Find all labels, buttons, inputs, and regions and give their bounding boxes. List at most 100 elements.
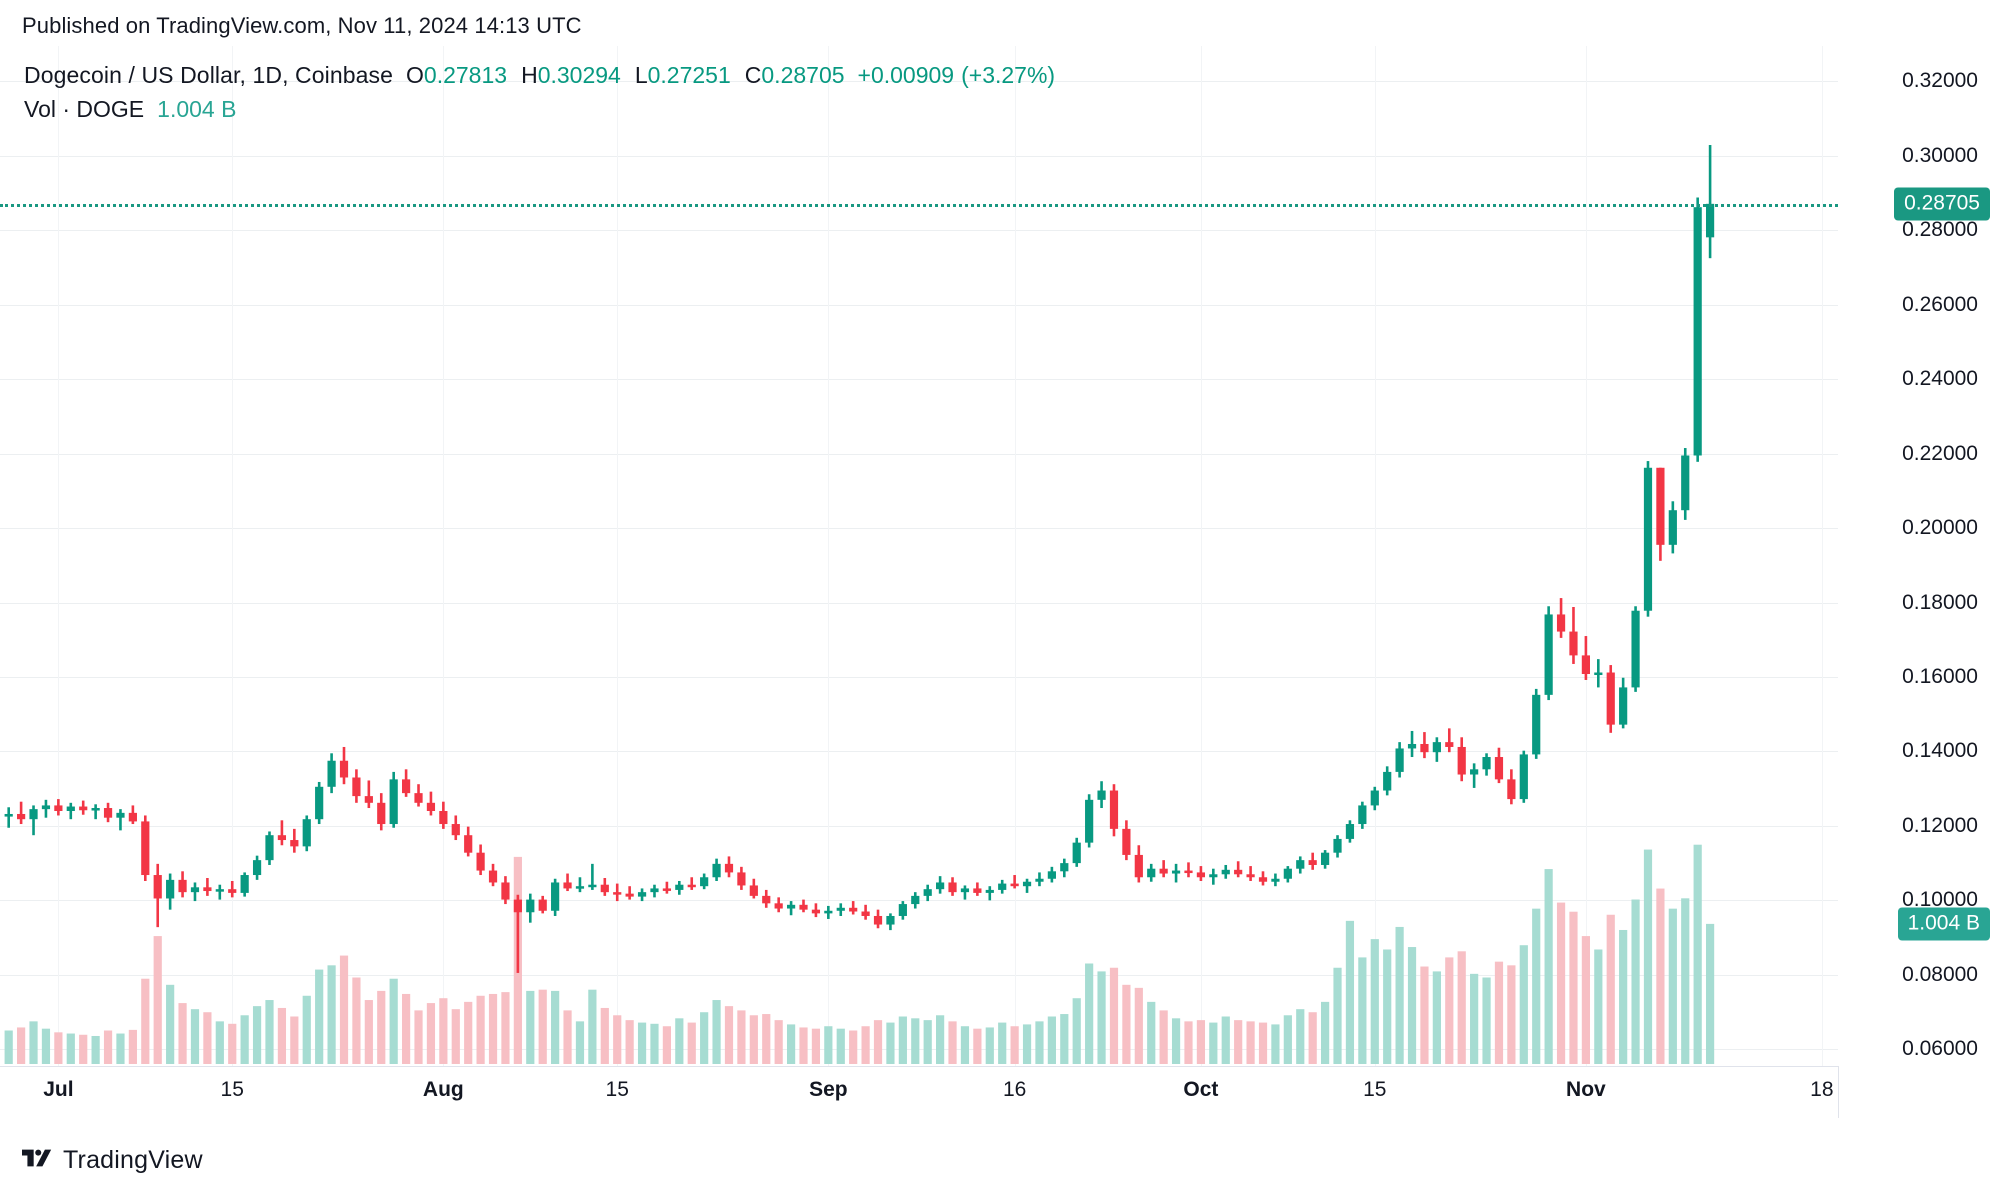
time-axis-label: Aug	[422, 1078, 464, 1101]
candle-wick	[963, 885, 967, 900]
volume-bar	[364, 1000, 373, 1064]
vertical-gridline	[1201, 46, 1202, 1066]
candle-body	[1482, 757, 1491, 770]
time-axis[interactable]: Jul 15 Aug 15 Sep 16 Oct 15 Nov 18	[0, 1066, 1996, 1118]
vertical-gridline	[443, 46, 444, 1066]
volume-bar	[1581, 936, 1590, 1064]
volume-bar	[774, 1020, 783, 1064]
vertical-gridline	[232, 46, 233, 1066]
volume-bar	[389, 978, 398, 1064]
candle-body	[712, 863, 721, 878]
volume-bar	[1631, 899, 1640, 1064]
candle-body	[1147, 868, 1156, 878]
volume-bar	[1370, 939, 1379, 1064]
volume-bar	[215, 1021, 224, 1064]
candle-body	[17, 813, 26, 820]
candle-body	[911, 895, 920, 905]
candle-body	[1643, 467, 1653, 611]
volume-bar	[153, 936, 162, 1064]
candle-wick	[628, 886, 631, 900]
candle-body	[439, 811, 448, 825]
volume-bar	[1321, 1001, 1330, 1064]
volume-bar	[563, 1010, 572, 1064]
volume-bar	[1109, 967, 1119, 1064]
candle-body	[141, 821, 150, 876]
volume-bar	[91, 1035, 100, 1064]
volume-bar	[1060, 1014, 1069, 1064]
volume-bar	[1047, 1016, 1056, 1065]
volume-bar	[1693, 844, 1702, 1064]
candle-body	[1333, 838, 1342, 853]
volume-badge[interactable]: 1.004 B	[1897, 907, 1990, 941]
volume-bar	[116, 1033, 125, 1064]
volume-bar	[786, 1024, 796, 1064]
candle-body	[650, 888, 659, 893]
volume-bar	[1097, 971, 1106, 1064]
candle-wick	[218, 884, 222, 900]
volume-bar	[1333, 967, 1342, 1064]
candle-body	[1010, 883, 1019, 887]
candle-wick	[206, 878, 209, 896]
volume-bar	[17, 1027, 26, 1064]
last-price-badge[interactable]: 0.28705	[1894, 187, 1990, 221]
candle-body	[1072, 842, 1081, 864]
candle-body	[1445, 742, 1454, 747]
volume-bar	[1296, 1009, 1305, 1064]
candle-body	[1308, 860, 1317, 865]
volume-bar	[998, 1022, 1007, 1064]
volume-bar	[54, 1032, 63, 1064]
horizontal-gridline	[0, 454, 1838, 455]
candle-body	[4, 813, 13, 817]
candle-body	[998, 883, 1007, 890]
volume-bar	[1022, 1024, 1032, 1064]
volume-bar	[625, 1020, 634, 1064]
candle-body	[873, 915, 883, 925]
price-axis[interactable]: 0.32000 0.30000 0.28000 0.26000 0.24000 0.220…	[1838, 46, 1996, 1066]
candle-body	[252, 860, 262, 876]
volume-bar	[1196, 1020, 1206, 1064]
horizontal-gridline	[0, 81, 1838, 82]
chart-plot-area[interactable]	[0, 46, 1838, 1066]
volume-bar	[923, 1020, 932, 1064]
price-axis-label: 0.12000	[1902, 813, 1978, 837]
candle-body	[215, 889, 224, 892]
volume-bar	[1656, 888, 1665, 1064]
chart-frame: 0.32000 0.30000 0.28000 0.26000 0.24000 0.220…	[0, 46, 1996, 1066]
volume-bar	[1544, 869, 1553, 1064]
volume-bar	[1072, 998, 1081, 1064]
candle-body	[1569, 631, 1578, 656]
candle-body	[811, 909, 821, 914]
candle-wick	[94, 804, 97, 820]
candle-wick	[19, 801, 23, 825]
volume-bar	[1184, 1021, 1193, 1064]
horizontal-gridline	[0, 751, 1838, 752]
candle-wick	[1236, 861, 1240, 878]
candle-body	[1432, 742, 1441, 753]
price-axis-label: 0.16000	[1902, 664, 1978, 688]
price-axis-label: 0.14000	[1902, 739, 1978, 763]
vertical-gridline	[1586, 46, 1587, 1066]
volume-bar	[327, 965, 336, 1064]
volume-bar	[936, 1015, 945, 1064]
candle-wick	[665, 881, 669, 894]
candle-body	[1470, 769, 1479, 775]
volume-bar	[265, 1000, 274, 1064]
time-axis-label: 15	[605, 1078, 629, 1101]
candle-body	[228, 889, 237, 893]
candle-body	[190, 887, 200, 893]
candle-body	[1234, 869, 1243, 875]
candle-body	[1383, 771, 1392, 791]
volume-bar	[476, 995, 485, 1064]
volume-bar	[66, 1033, 75, 1064]
candle-body	[662, 888, 671, 891]
candle-body	[1171, 870, 1181, 874]
vertical-gridline	[1822, 46, 1823, 1066]
volume-bar	[600, 1007, 609, 1064]
candle-body	[66, 806, 75, 811]
candle-body	[1494, 757, 1504, 780]
volume-bar	[799, 1027, 808, 1064]
price-axis-label: 0.18000	[1902, 590, 1978, 614]
candle-body	[166, 879, 175, 899]
volume-bar	[79, 1034, 88, 1064]
volume-bar	[228, 1023, 237, 1064]
